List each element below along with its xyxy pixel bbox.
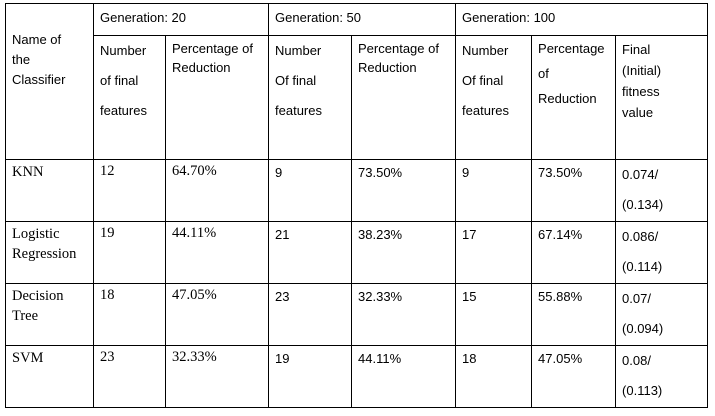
g50-reduction-header: Percentage of Reduction: [351, 35, 457, 160]
g100-features-cell: 17: [455, 221, 533, 284]
classifier-cell: SVM: [5, 345, 94, 408]
classifier-cell: Logistic Regression: [5, 221, 94, 284]
g50-features-header: Number Of final features: [268, 35, 353, 160]
fitness-header: Final (Initial) fitness value: [615, 35, 709, 160]
g20-features-cell: 12: [93, 159, 166, 222]
g50-features-cell: 23: [268, 283, 353, 346]
g50-reduction-cell: 38.23%: [351, 221, 457, 284]
g100-reduction-cell: 47.05%: [531, 345, 617, 408]
g20-reduction-cell: 64.70%: [164, 159, 270, 222]
g100-reduction-cell: 67.14%: [531, 221, 617, 284]
g20-features-cell: 23: [93, 345, 166, 408]
classifier-cell: Decision Tree: [5, 283, 94, 346]
g50-features-cell: 9: [268, 159, 353, 222]
g20-features-cell: 19: [93, 221, 166, 284]
g20-reduction-cell: 47.05%: [164, 283, 270, 346]
g20-reduction-cell: 44.11%: [164, 221, 270, 284]
g100-reduction-header: Percentage of Reduction: [531, 35, 617, 160]
table-row: SVM 23 32.33% 19 44.11% 18 47.05% 0.08/ …: [5, 345, 709, 408]
g100-reduction-cell: 73.50%: [531, 159, 617, 222]
results-table: Name of the Classifier Generation: 20 Ge…: [5, 3, 709, 408]
table-row: Decision Tree 18 47.05% 23 32.33% 15 55.…: [5, 283, 709, 346]
table-row: Logistic Regression 19 44.11% 21 38.23% …: [5, 221, 709, 284]
g50-reduction-cell: 32.33%: [351, 283, 457, 346]
table-row: KNN 12 64.70% 9 73.50% 9 73.50% 0.074/ (…: [5, 159, 709, 222]
generation-50-header: Generation: 50: [268, 3, 457, 36]
fitness-cell: 0.07/ (0.094): [615, 283, 709, 346]
g20-features-cell: 18: [93, 283, 166, 346]
g20-reduction-cell: 32.33%: [164, 345, 270, 408]
g20-reduction-header: Percentage of Reduction: [164, 35, 270, 160]
generation-20-header: Generation: 20: [92, 3, 270, 36]
g50-features-cell: 21: [268, 221, 353, 284]
g50-reduction-cell: 73.50%: [351, 159, 457, 222]
g100-reduction-cell: 55.88%: [531, 283, 617, 346]
g100-features-cell: 15: [455, 283, 533, 346]
g100-features-cell: 9: [455, 159, 533, 222]
fitness-cell: 0.074/ (0.134): [615, 159, 709, 222]
classifier-cell: KNN: [5, 159, 94, 222]
g20-features-header: Number of final features: [93, 35, 166, 160]
fitness-cell: 0.08/ (0.113): [615, 345, 709, 408]
g50-features-cell: 19: [268, 345, 353, 408]
classifier-header: Name of the Classifier: [5, 3, 94, 160]
g100-features-header: Number Of final features: [455, 35, 533, 160]
g50-reduction-cell: 44.11%: [351, 345, 457, 408]
g100-features-cell: 18: [455, 345, 533, 408]
fitness-cell: 0.086/ (0.114): [615, 221, 709, 284]
generation-100-header: Generation: 100: [455, 3, 709, 36]
